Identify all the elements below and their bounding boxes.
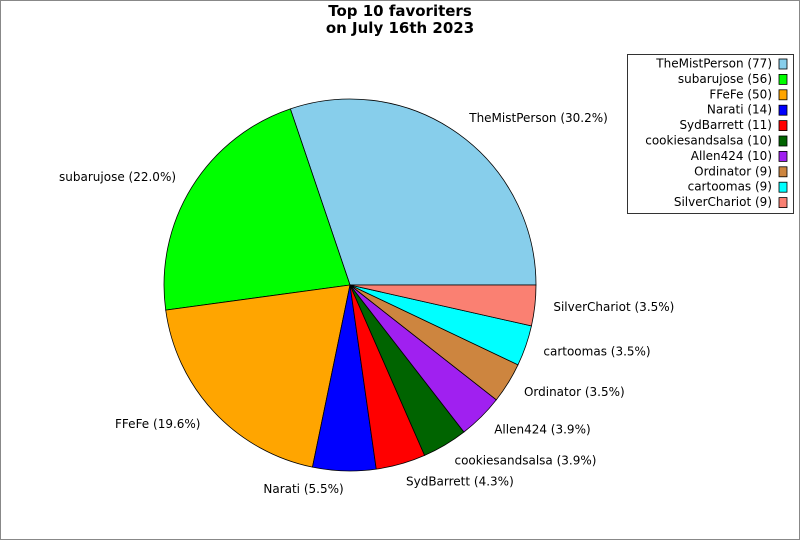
legend-label: SydBarrett (11) — [679, 118, 772, 132]
legend-swatch — [778, 74, 788, 85]
legend-swatch — [778, 135, 788, 147]
slice-label: Ordinator (3.5%) — [524, 385, 625, 399]
legend-swatch — [778, 181, 788, 193]
slice-label: Narati (5.5%) — [263, 482, 343, 496]
pie-slice — [289, 98, 537, 286]
pie-slice — [349, 284, 537, 327]
legend-label: FFeFe (50) — [709, 87, 772, 101]
legend-swatch — [778, 89, 788, 101]
legend-swatch — [778, 58, 788, 70]
slice-label: Allen424 (3.9%) — [494, 423, 590, 437]
slice-label: cookiesandsalsa (3.9%) — [454, 453, 596, 467]
legend-label: cookiesandsalsa (10) — [645, 134, 772, 148]
slice-label: cartoomas (3.5%) — [543, 344, 650, 358]
pie-slice — [163, 108, 351, 311]
legend-box — [627, 54, 794, 214]
legend-label: Allen424 (10) — [691, 149, 772, 163]
legend-label: Ordinator (9) — [694, 164, 772, 178]
legend-swatch — [778, 120, 788, 131]
slice-label: TheMistPerson (30.2%) — [468, 111, 608, 125]
legend-label: SilverChariot (9) — [674, 195, 772, 209]
slice-label: FFeFe (19.6%) — [115, 417, 200, 431]
slice-label: SydBarrett (4.3%) — [406, 474, 514, 488]
slice-label: subarujose (22.0%) — [59, 170, 176, 184]
legend-swatch — [778, 166, 788, 178]
legend-label: cartoomas (9) — [688, 180, 772, 194]
pie-slice — [165, 284, 351, 468]
slice-label: SilverChariot (3.5%) — [553, 300, 674, 314]
legend-label: TheMistPerson (77) — [655, 57, 772, 71]
legend-label: Narati (14) — [707, 103, 772, 117]
legend-swatch — [778, 104, 788, 116]
legend-label: subarujose (56) — [678, 72, 772, 86]
legend-swatch — [778, 150, 788, 162]
chart-title: Top 10 favoriters on July 16th 2023 — [325, 2, 475, 37]
legend-swatch — [778, 197, 788, 209]
